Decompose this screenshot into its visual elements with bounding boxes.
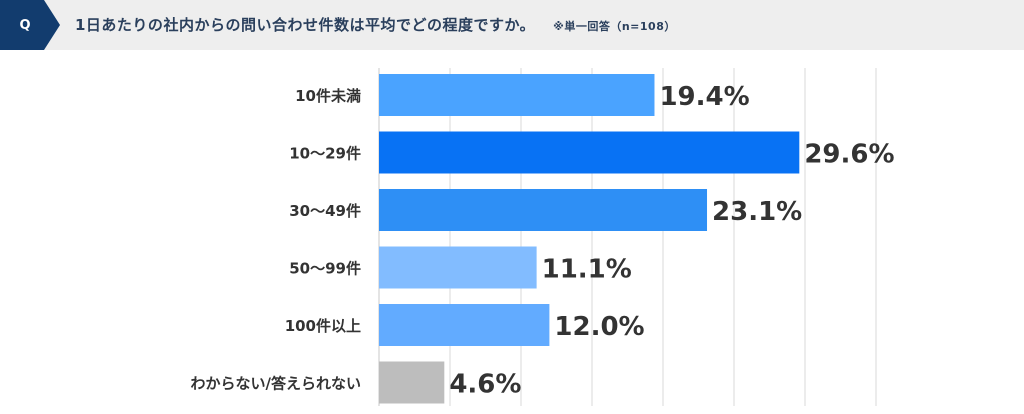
bar	[379, 361, 445, 404]
bar	[379, 304, 550, 346]
category-label: わからない/答えられない	[191, 375, 361, 393]
bar	[379, 74, 655, 116]
bar-chart: 10件未満 19.4% 10〜29件 29.6% 30〜49件 23.1% 50〜99件 11…	[191, 68, 895, 406]
category-label: 30〜49件	[289, 202, 361, 220]
answer-note: ※単一回答（n=108）	[553, 20, 676, 33]
question-text: 1日あたりの社内からの問い合わせ件数は平均でどの程度ですか。	[75, 16, 536, 34]
bar	[379, 189, 708, 231]
bar	[379, 131, 800, 174]
bar	[379, 246, 537, 289]
question-header: Q 1日あたりの社内からの問い合わせ件数は平均でどの程度ですか。 ※単一回答（n=…	[0, 0, 1024, 50]
value-label: 11.1%	[542, 255, 632, 285]
value-label: 23.1%	[712, 197, 802, 227]
value-label: 4.6%	[449, 370, 521, 400]
value-label: 12.0%	[554, 312, 644, 342]
category-label: 10〜29件	[289, 145, 361, 163]
question-badge: Q	[0, 0, 60, 50]
value-label: 29.6%	[804, 140, 894, 170]
category-label: 10件未満	[295, 87, 361, 105]
category-label: 50〜99件	[289, 260, 361, 278]
category-label: 100件以上	[285, 317, 361, 335]
value-label: 19.4%	[659, 82, 749, 112]
question-title: 1日あたりの社内からの問い合わせ件数は平均でどの程度ですか。 ※単一回答（n=10…	[75, 0, 676, 50]
